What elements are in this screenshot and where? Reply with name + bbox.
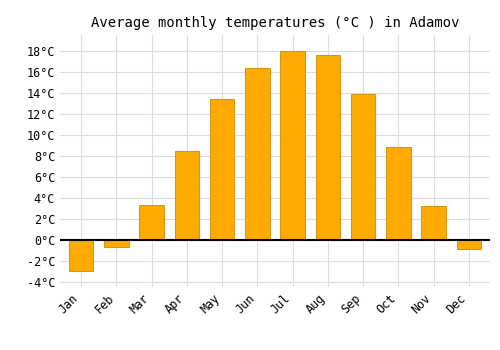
Bar xyxy=(140,205,164,240)
Bar xyxy=(280,51,305,240)
Title: Average monthly temperatures (°C ) in Adamov: Average monthly temperatures (°C ) in Ad… xyxy=(91,16,459,30)
Bar xyxy=(174,150,199,240)
Bar xyxy=(104,240,128,247)
Bar xyxy=(386,147,410,240)
Bar xyxy=(69,240,94,271)
Bar xyxy=(316,55,340,240)
Bar xyxy=(351,94,376,240)
Bar xyxy=(456,240,481,249)
Bar xyxy=(422,206,446,240)
Bar xyxy=(245,68,270,240)
Bar xyxy=(210,99,234,240)
